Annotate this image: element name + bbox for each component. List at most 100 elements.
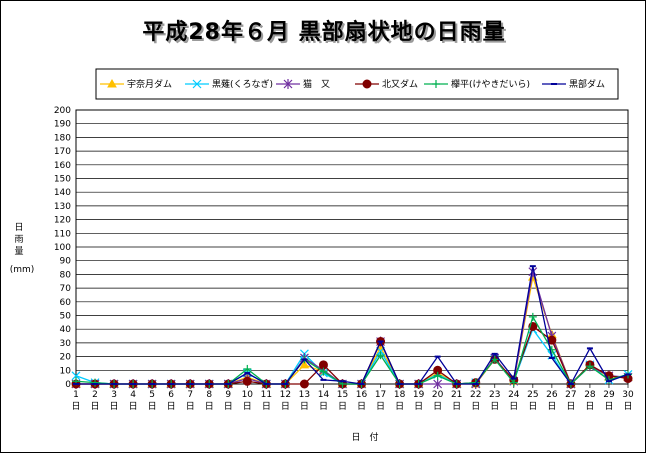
x-tick-label: 19	[413, 390, 425, 400]
x-tick-suffix: 日	[262, 401, 271, 412]
x-tick-label: 5	[149, 390, 155, 400]
y-tick-label: 180	[54, 133, 71, 143]
x-tick-label: 14	[318, 390, 330, 400]
y-tick-label: 30	[60, 339, 72, 349]
y-tick-label: 190	[54, 120, 71, 130]
x-tick-label: 21	[451, 390, 462, 400]
x-tick-label: 26	[546, 390, 558, 400]
x-tick-label: 6	[168, 390, 174, 400]
x-tick-suffix: 日	[129, 401, 138, 412]
data-point	[242, 376, 252, 386]
x-tick-suffix: 日	[224, 401, 233, 412]
x-tick-suffix: 日	[623, 401, 632, 412]
data-point	[509, 378, 518, 387]
data-point	[318, 360, 328, 370]
x-tick-suffix: 日	[528, 401, 537, 412]
y-tick-label: 100	[54, 243, 71, 253]
y-axis-title-char: 雨	[14, 234, 23, 245]
legend-label: 欅平(けやきだいら)	[451, 79, 530, 90]
x-tick-label: 16	[356, 390, 368, 400]
x-tick-suffix: 日	[319, 401, 328, 412]
x-tick-suffix: 日	[433, 401, 442, 412]
x-tick-label: 27	[565, 390, 576, 400]
x-tick-suffix: 日	[566, 401, 575, 412]
chart-title: 平成28年６月 黒部扇状地の日雨量	[142, 20, 506, 45]
x-tick-label: 17	[375, 390, 386, 400]
series-line	[76, 266, 629, 386]
x-tick-label: 10	[242, 390, 254, 400]
x-tick-suffix: 日	[186, 401, 195, 412]
x-tick-suffix: 日	[281, 401, 290, 412]
data-point	[376, 351, 385, 360]
y-tick-label: 170	[54, 147, 71, 157]
x-tick-label: 24	[508, 390, 520, 400]
x-tick-suffix: 日	[414, 401, 423, 412]
legend-label: 北又ダム	[382, 78, 418, 90]
y-tick-label: 110	[54, 229, 71, 239]
y-tick-label: 200	[54, 106, 71, 116]
x-tick-label: 2	[92, 390, 98, 400]
data-point	[319, 367, 328, 376]
x-tick-label: 30	[622, 390, 634, 400]
y-tick-label: 70	[60, 284, 72, 294]
y-axis-title-char: 日	[14, 222, 23, 233]
x-tick-suffix: 日	[604, 401, 613, 412]
y-axis-unit: (mm)	[10, 265, 35, 275]
x-tick-label: 23	[489, 390, 500, 400]
x-tick-suffix: 日	[395, 401, 404, 412]
x-tick-label: 7	[187, 390, 193, 400]
y-tick-label: 160	[54, 161, 71, 171]
x-tick-label: 22	[470, 390, 481, 400]
y-tick-label: 50	[60, 312, 72, 322]
legend-marker	[432, 80, 440, 88]
x-tick-suffix: 日	[205, 401, 214, 412]
x-tick-label: 9	[225, 390, 231, 400]
data-point	[299, 379, 309, 389]
data-point	[528, 312, 537, 321]
y-tick-label: 150	[54, 175, 71, 185]
data-point	[433, 379, 443, 389]
data-point	[71, 371, 81, 381]
legend-label: 黒部ダム	[569, 78, 605, 90]
x-tick-label: 8	[206, 390, 212, 400]
x-tick-label: 28	[584, 390, 596, 400]
series-line	[76, 276, 628, 386]
legend-label: 猫 又	[303, 78, 330, 90]
legend-marker	[283, 79, 293, 89]
y-tick-label: 120	[54, 216, 71, 226]
y-tick-label: 130	[54, 202, 71, 212]
y-tick-label: 40	[60, 325, 72, 335]
legend-marker	[362, 79, 372, 89]
data-point	[547, 345, 556, 354]
x-tick-suffix: 日	[167, 401, 176, 412]
x-tick-label: 13	[299, 390, 310, 400]
x-tick-suffix: 日	[547, 401, 556, 412]
x-tick-suffix: 日	[585, 401, 594, 412]
x-tick-suffix: 日	[490, 401, 499, 412]
legend-marker	[107, 78, 117, 88]
x-tick-label: 4	[130, 390, 136, 400]
data-point	[91, 378, 100, 387]
legend-label: 黒薙(くろなぎ)	[212, 78, 273, 90]
x-tick-suffix: 日	[300, 401, 309, 412]
y-tick-label: 0	[65, 380, 71, 390]
y-tick-label: 60	[60, 298, 72, 308]
x-tick-suffix: 日	[452, 401, 461, 412]
x-tick-suffix: 日	[91, 401, 100, 412]
series-line	[76, 325, 629, 386]
x-tick-suffix: 日	[376, 401, 385, 412]
data-point	[490, 355, 499, 364]
x-axis-title: 日 付	[351, 432, 378, 443]
y-tick-label: 20	[60, 353, 72, 363]
y-tick-label: 10	[60, 366, 72, 376]
x-tick-suffix: 日	[71, 401, 80, 412]
y-axis-title-char: 量	[14, 246, 23, 257]
x-tick-suffix: 日	[471, 401, 480, 412]
x-tick-suffix: 日	[148, 401, 157, 412]
y-tick-label: 80	[60, 270, 72, 280]
x-tick-label: 25	[527, 390, 538, 400]
data-point	[433, 371, 442, 380]
data-point	[585, 362, 594, 371]
x-tick-label: 1	[73, 390, 79, 400]
